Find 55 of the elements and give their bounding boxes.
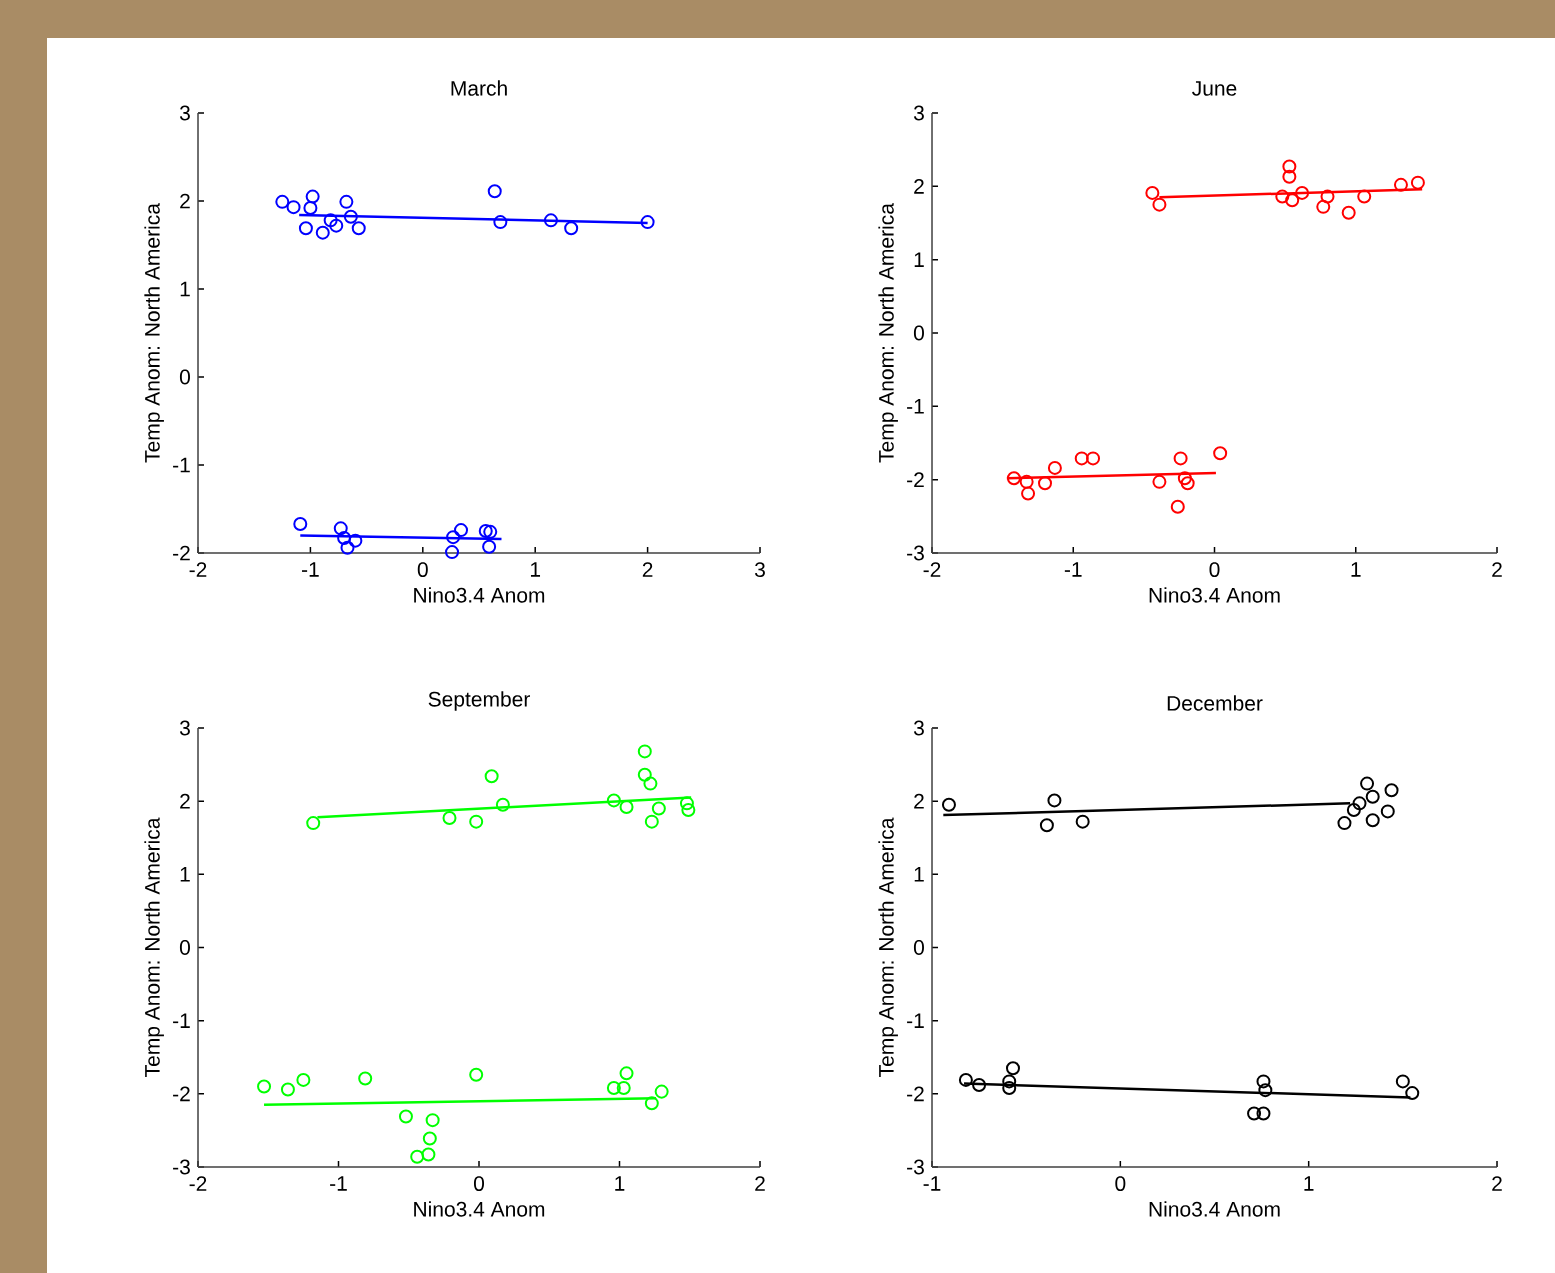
- y-axis-title: Temp Anom: North America: [878, 203, 898, 463]
- y-tick-label: -2: [907, 472, 924, 487]
- y-tick-label: 0: [179, 369, 190, 385]
- x-tick-label: 2: [1492, 562, 1502, 577]
- chart-title: September: [428, 691, 531, 711]
- y-tick-label: 3: [179, 720, 190, 736]
- y-tick-label: 0: [179, 940, 190, 955]
- y-tick-label: -2: [173, 1086, 190, 1102]
- y-tick-label: 2: [180, 793, 190, 809]
- y-axis-title: Temp Anom: North America: [144, 817, 164, 1077]
- y-tick-label: -2: [907, 1086, 924, 1102]
- y-tick-label: 3: [179, 105, 190, 121]
- y-tick-label: -3: [173, 1159, 190, 1175]
- chart-title: December: [1167, 695, 1263, 711]
- y-tick-label: 3: [913, 105, 924, 121]
- x-axis-title: Nino3.4 Anom: [1149, 587, 1280, 603]
- y-tick-label: -3: [907, 545, 924, 561]
- y-tick-label: -2: [173, 545, 190, 561]
- x-tick-label: -1: [1064, 562, 1082, 577]
- y-tick-label: 0: [913, 325, 924, 341]
- y-axis-title: Temp Anom: North America: [878, 817, 898, 1077]
- y-tick-label: -1: [173, 457, 190, 473]
- x-tick-label: 3: [754, 562, 765, 578]
- chart-title: June: [1192, 81, 1237, 96]
- x-tick-label: 2: [755, 1176, 765, 1191]
- x-axis-title: Nino3.4 Anom: [414, 1201, 545, 1217]
- chart-title: March: [451, 80, 507, 96]
- y-tick-label: -1: [907, 399, 924, 414]
- x-tick-label: 0: [417, 562, 428, 578]
- y-tick-label: 2: [914, 793, 924, 809]
- y-tick-label: 1: [180, 281, 190, 297]
- y-tick-label: 0: [913, 940, 924, 955]
- x-tick-label: 2: [642, 562, 653, 577]
- x-tick-label: 1: [615, 1176, 625, 1191]
- x-tick-label: 0: [473, 1176, 485, 1192]
- y-tick-label: 2: [914, 178, 924, 194]
- x-tick-label: 1: [530, 562, 541, 577]
- y-tick-label: -1: [907, 1013, 924, 1028]
- y-tick-label: 1: [914, 252, 924, 267]
- y-axis-title: Temp Anom: North America: [144, 203, 164, 463]
- y-tick-label: 1: [914, 867, 924, 882]
- y-tick-label: 3: [913, 720, 924, 736]
- y-tick-label: 2: [180, 193, 190, 209]
- x-axis-title: Nino3.4 Anom: [1149, 1201, 1280, 1217]
- x-tick-label: 1: [1351, 562, 1361, 577]
- y-tick-label: 1: [180, 867, 190, 882]
- x-axis-title: Nino3.4 Anom: [414, 587, 545, 603]
- x-tick-label: 0: [1209, 562, 1220, 578]
- x-tick-label: -1: [302, 562, 319, 577]
- y-tick-label: -3: [907, 1159, 924, 1175]
- x-tick-label: 0: [1115, 1176, 1126, 1192]
- x-tick-label: -1: [330, 1176, 347, 1191]
- y-tick-label: -1: [173, 1013, 190, 1028]
- x-tick-label: 2: [1492, 1176, 1502, 1191]
- x-tick-label: 1: [1304, 1176, 1314, 1191]
